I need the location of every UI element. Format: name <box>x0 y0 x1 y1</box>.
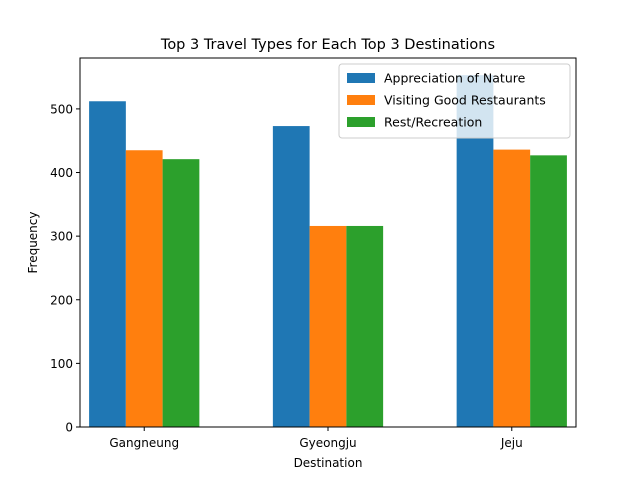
bar-jeju-series-2 <box>530 155 567 427</box>
legend-label: Visiting Good Restaurants <box>384 93 546 108</box>
x-tick-label: Gangneung <box>109 436 179 450</box>
legend-label: Appreciation of Nature <box>384 71 526 86</box>
x-axis-label: Destination <box>294 456 363 470</box>
bar-gangneung-series-1 <box>126 150 163 427</box>
x-tick-label: Gyeongju <box>299 436 356 450</box>
y-tick-label: 100 <box>50 357 73 371</box>
y-tick-label: 300 <box>50 230 73 244</box>
y-tick-label: 200 <box>50 293 73 307</box>
x-tick-label: Jeju <box>500 436 523 450</box>
y-tick-label: 400 <box>50 166 73 180</box>
y-axis-label: Frequency <box>26 212 40 274</box>
bar-gyeongju-series-1 <box>310 226 347 427</box>
y-tick-label: 0 <box>65 421 73 435</box>
bar-gyeongju-series-2 <box>346 226 383 427</box>
legend-label: Rest/Recreation <box>384 115 482 130</box>
legend-swatch <box>347 95 375 105</box>
bar-gyeongju-series-0 <box>273 126 310 427</box>
y-tick-label: 500 <box>50 102 73 116</box>
chart-title: Top 3 Travel Types for Each Top 3 Destin… <box>160 37 495 53</box>
bar-gangneung-series-0 <box>89 101 126 427</box>
legend: Appreciation of Nature Visiting Good Rest… <box>339 64 570 138</box>
bar-gangneung-series-2 <box>163 159 200 427</box>
legend-swatch <box>347 73 375 83</box>
bar-jeju-series-1 <box>493 150 530 427</box>
legend-swatch <box>347 117 375 127</box>
